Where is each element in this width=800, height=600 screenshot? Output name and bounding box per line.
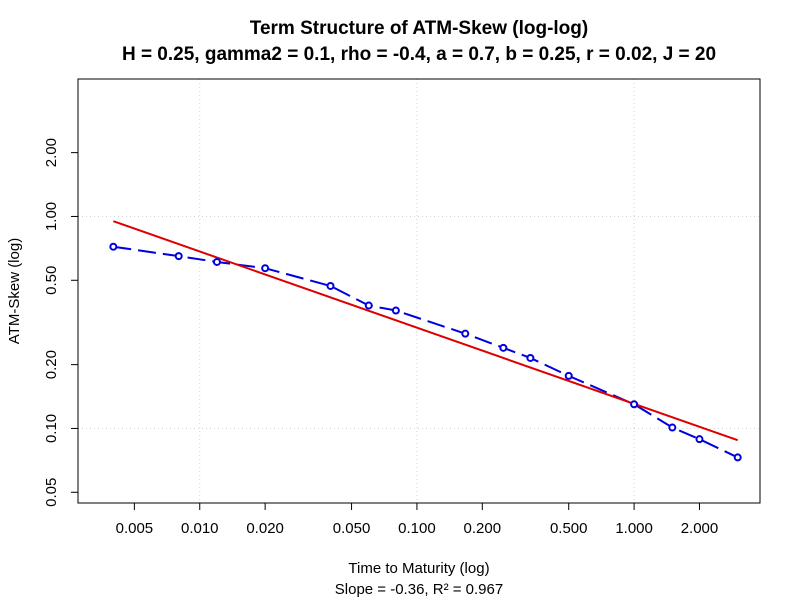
y-tick-label: 0.20: [43, 350, 60, 379]
y-tick-label: 2.00: [43, 138, 60, 167]
data-point: [526, 353, 535, 362]
data-point: [564, 371, 573, 380]
data-point: [174, 252, 183, 261]
y-tick-label: 0.50: [43, 266, 60, 295]
data-point: [630, 400, 639, 409]
x-tick-label: 0.050: [333, 520, 371, 537]
y-axis: 0.05 0.10 0.20 0.50 1.00 2.00: [43, 138, 79, 507]
data-point: [733, 453, 742, 462]
series-line: [113, 245, 739, 459]
data-point: [261, 264, 270, 273]
x-tick-label: 0.200: [464, 520, 502, 537]
data-point: [668, 423, 677, 432]
data-point: [364, 301, 373, 310]
x-axis-label: Time to Maturity (log): [348, 560, 489, 577]
plot-frame: [77, 78, 761, 504]
chart-title: Term Structure of ATM-Skew (log-log): [250, 18, 588, 39]
fit-caption: Slope = -0.36, R² = 0.967: [335, 581, 503, 598]
y-tick-label: 0.10: [43, 414, 60, 443]
grid: [78, 79, 760, 503]
x-axis: 0.005 0.010 0.020 0.050 0.100 0.200 0.500 1.000…: [116, 502, 719, 537]
y-tick-label: 0.05: [43, 478, 60, 507]
data-point: [461, 329, 470, 338]
x-tick-label: 2.000: [681, 520, 719, 537]
y-axis-label: ATM-Skew (log): [6, 238, 23, 344]
fit-line: [113, 220, 739, 442]
plot-area: [109, 220, 742, 462]
data-point: [499, 343, 508, 352]
data-point: [326, 281, 335, 290]
x-tick-label: 0.100: [398, 520, 436, 537]
x-tick-label: 0.020: [246, 520, 284, 537]
chart-subtitle: H = 0.25, gamma2 = 0.1, rho = -0.4, a = …: [122, 44, 716, 65]
x-tick-label: 0.500: [550, 520, 588, 537]
x-tick-label: 1.000: [615, 520, 653, 537]
x-tick-label: 0.005: [116, 520, 154, 537]
data-point: [109, 242, 118, 251]
data-point: [695, 435, 704, 444]
data-point: [391, 306, 400, 315]
y-tick-label: 1.00: [43, 202, 60, 231]
x-tick-label: 0.010: [181, 520, 219, 537]
data-point: [212, 257, 221, 266]
